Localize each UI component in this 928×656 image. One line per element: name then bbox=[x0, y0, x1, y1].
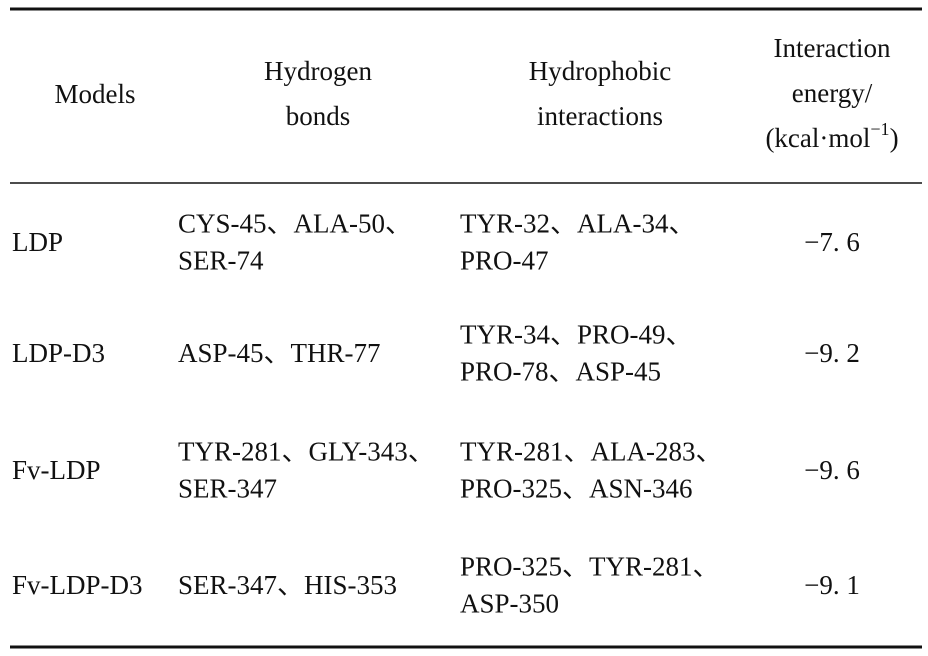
hydrophobic-cell: PRO-78、ASP-45 bbox=[460, 357, 661, 387]
model-cell: Fv-LDP bbox=[12, 455, 101, 485]
energy-cell: −7. 6 bbox=[804, 227, 860, 257]
header-cell: bonds bbox=[286, 101, 351, 131]
header-cell: energy/ bbox=[792, 78, 873, 108]
header-cell: Interaction bbox=[774, 33, 891, 63]
hydrogen-bonds-cell: TYR-281、GLY-343、 bbox=[178, 437, 435, 467]
header-cell: interactions bbox=[537, 101, 663, 131]
unit-text: ) bbox=[890, 123, 899, 153]
hydrogen-bonds-cell: CYS-45、ALA-50、 bbox=[178, 209, 412, 239]
header-unit: (kcal·mol−1) bbox=[765, 119, 898, 153]
model-cell: LDP bbox=[12, 227, 63, 257]
energy-cell: −9. 1 bbox=[804, 570, 860, 600]
energy-cell: −9. 6 bbox=[804, 455, 860, 485]
header-cell: Hydrogen bbox=[264, 56, 372, 86]
hydrophobic-cell: PRO-47 bbox=[460, 246, 549, 276]
hydrogen-bonds-cell: SER-347 bbox=[178, 474, 277, 504]
model-cell: LDP-D3 bbox=[12, 338, 105, 368]
unit-text: (kcal·mol bbox=[765, 123, 870, 153]
unit-superscript: −1 bbox=[870, 119, 889, 139]
header-cell: Hydrophobic bbox=[529, 56, 671, 86]
energy-cell: −9. 2 bbox=[804, 338, 860, 368]
hydrophobic-cell: TYR-281、ALA-283、 bbox=[460, 437, 722, 467]
hydrogen-bonds-cell: SER-74 bbox=[178, 246, 264, 276]
hydrogen-bonds-cell: ASP-45、THR-77 bbox=[178, 338, 381, 368]
hydrophobic-cell: PRO-325、ASN-346 bbox=[460, 474, 693, 504]
hydrophobic-cell: PRO-325、TYR-281、 bbox=[460, 552, 720, 582]
header-cell: Models bbox=[55, 79, 136, 109]
hydrogen-bonds-cell: SER-347、HIS-353 bbox=[178, 570, 397, 600]
hydrophobic-cell: ASP-350 bbox=[460, 589, 559, 619]
hydrophobic-cell: TYR-32、ALA-34、 bbox=[460, 209, 695, 239]
hydrophobic-cell: TYR-34、PRO-49、 bbox=[460, 320, 693, 350]
model-cell: Fv-LDP-D3 bbox=[12, 570, 143, 600]
